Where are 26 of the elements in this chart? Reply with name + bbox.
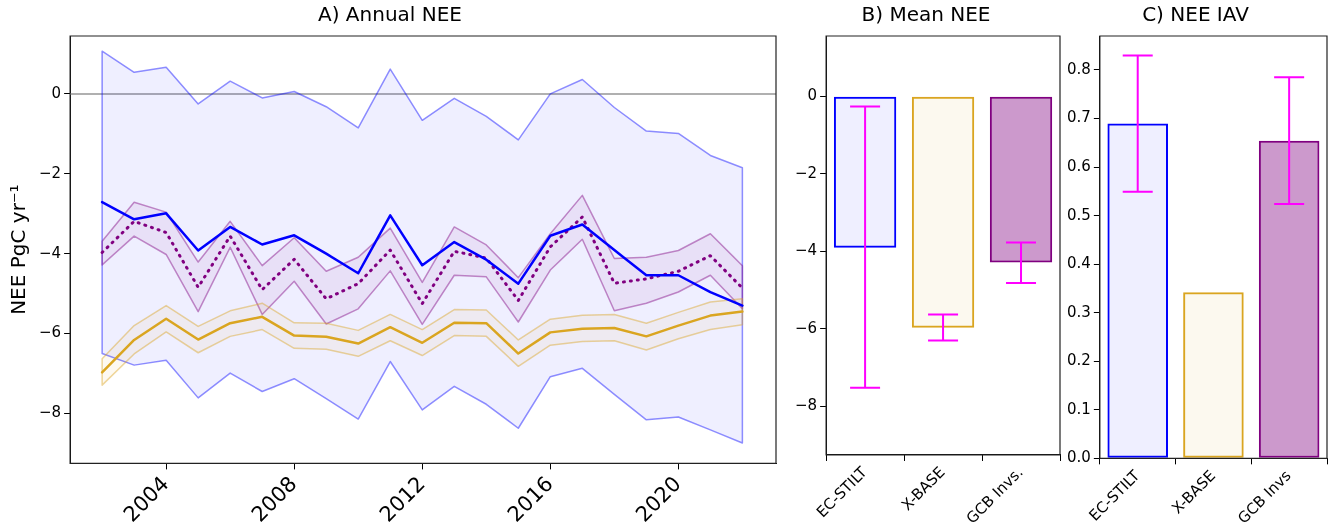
- y-tick-label: −2: [794, 163, 818, 182]
- y-axis-title: NEE PgC yr⁻¹: [6, 184, 31, 315]
- y-tick-label: 0.7: [1067, 108, 1091, 127]
- y-tick-label: −6: [794, 318, 818, 337]
- chart-title: A) Annual NEE: [318, 2, 462, 27]
- y-tick-label: −4: [794, 241, 818, 260]
- y-tick-label: 0.4: [1067, 254, 1091, 273]
- chart-title: B) Mean NEE: [861, 2, 991, 27]
- bar: [1107, 123, 1168, 458]
- y-tick-label: 0.2: [1067, 351, 1091, 370]
- chart-title: C) NEE IAV: [1142, 2, 1250, 27]
- bar: [1183, 292, 1244, 458]
- y-tick-label: 0.6: [1067, 156, 1091, 175]
- y-tick-label: 0: [807, 86, 818, 105]
- y-tick-label: −8: [38, 403, 62, 422]
- y-tick-label: 0.1: [1067, 399, 1091, 418]
- y-tick-label: 0.5: [1067, 205, 1091, 224]
- y-tick-label: 0.3: [1067, 302, 1091, 321]
- y-tick-label: 0.8: [1067, 59, 1091, 78]
- y-tick-label: −4: [38, 243, 62, 262]
- bar: [1258, 140, 1320, 458]
- y-tick-label: −6: [38, 323, 62, 342]
- y-tick-label: 0.0: [1067, 448, 1091, 467]
- y-tick-label: −2: [38, 163, 62, 182]
- y-tick-label: −8: [794, 396, 818, 415]
- y-tick-label: 0: [51, 83, 62, 102]
